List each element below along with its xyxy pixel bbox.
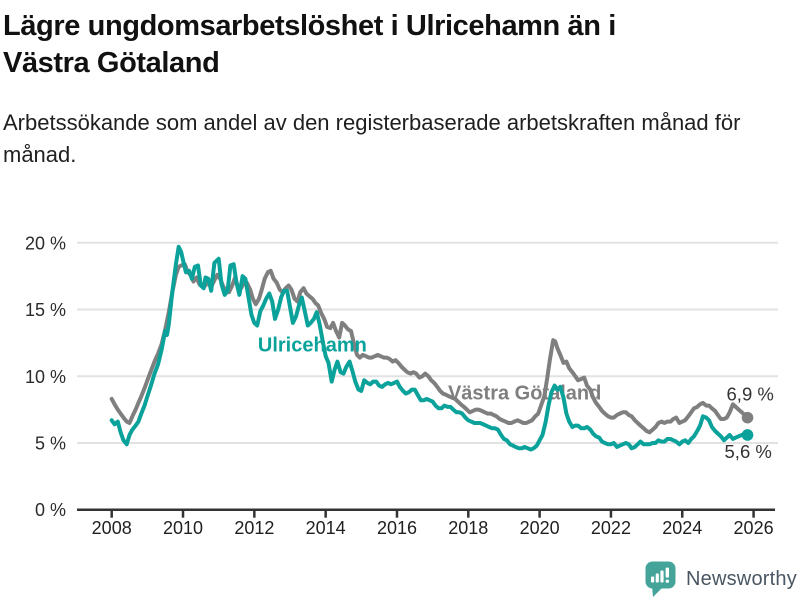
page-title: Lägre ungdomsarbetslöshet i Ulricehamn ä…	[3, 8, 793, 81]
y-tick-label: 15 %	[25, 300, 66, 320]
x-tick-label: 2016	[377, 518, 417, 538]
y-tick-label: 20 %	[25, 233, 66, 253]
end-value-label-v-stra-g-taland: 6,9 %	[727, 384, 774, 405]
x-tick-label: 2014	[306, 518, 346, 538]
page-title-line2: Västra Götaland	[3, 46, 220, 79]
series-end-dot-v-stra-g-taland	[741, 411, 754, 424]
chart-subtitle: Arbetssökande som andel av den registerb…	[3, 110, 741, 167]
x-tick-label: 2010	[163, 518, 203, 538]
x-tick-label: 2024	[662, 518, 702, 538]
series-line-v-stra-g-taland	[109, 262, 750, 435]
end-value-label-ulricehamn: 5,6 %	[725, 441, 772, 462]
series-line-ulricehamn	[109, 244, 750, 452]
y-tick-label: 10 %	[25, 367, 66, 387]
newsworthy-chart-bubble-icon	[645, 561, 676, 597]
series-label-v-stra-g-taland: Västra Götaland	[448, 383, 601, 405]
newsworthy-logo-text: Newsworthy	[686, 567, 797, 590]
newsworthy-logo[interactable]: Newsworthy	[644, 560, 797, 598]
x-tick-label: 2018	[448, 518, 488, 538]
x-tick-label: 2020	[520, 518, 560, 538]
x-tick-label: 2022	[591, 518, 631, 538]
chart-header: Lägre ungdomsarbetslöshet i Ulricehamn ä…	[3, 8, 793, 171]
x-tick-label: 2026	[734, 518, 774, 538]
x-tick-label: 2008	[92, 518, 132, 538]
y-tick-label: 5 %	[35, 433, 66, 453]
y-tick-label: 0 %	[35, 500, 66, 520]
x-tick-label: 2012	[234, 518, 274, 538]
series-label-ulricehamn: Ulricehamn	[258, 335, 367, 357]
series-end-dot-ulricehamn	[741, 429, 754, 441]
page-title-line1: Lägre ungdomsarbetslöshet i Ulricehamn ä…	[3, 10, 616, 42]
